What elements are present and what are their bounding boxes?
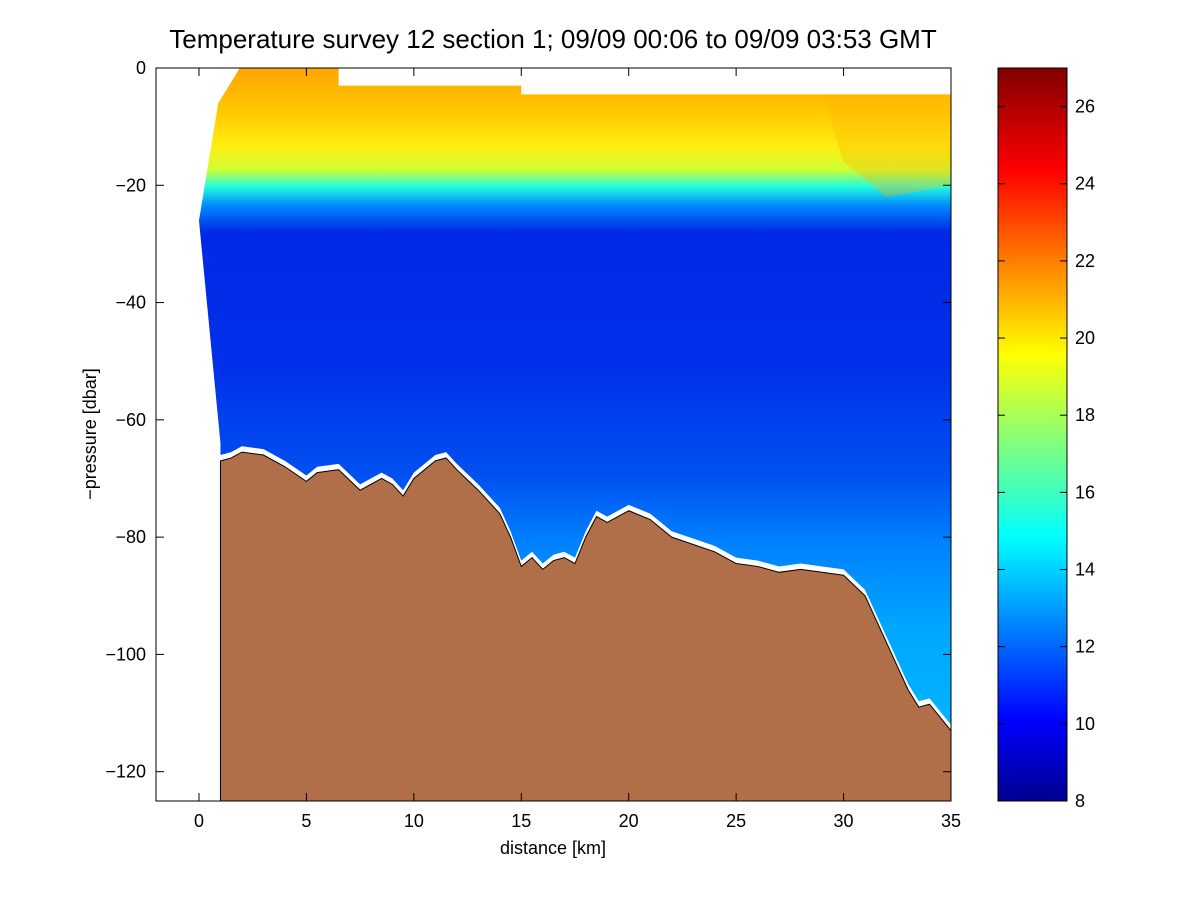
warm-surface-layer: [822, 94, 951, 198]
x-axis: 0 5 10 15 20 25 30 35: [194, 68, 961, 831]
seabed-fill: [219, 451, 951, 801]
colorbar-tick-label: 8: [1075, 791, 1085, 811]
plot-frame: [155, 67, 952, 802]
x-tick-label: 10: [404, 811, 424, 831]
colorbar-tick-label: 26: [1075, 97, 1095, 117]
y-tick-label: −100: [105, 644, 146, 664]
colorbar-tick-label: 24: [1075, 174, 1095, 194]
y-tick-label: −20: [115, 175, 146, 195]
y-tick-label: −40: [115, 293, 146, 313]
colorbar-tick-label: 14: [1075, 560, 1095, 580]
y-axis: 0 −20 −40 −60 −80 −100 −120: [105, 58, 951, 782]
x-axis-label: distance [km]: [500, 838, 606, 858]
plot-area: [198, 68, 951, 801]
y-tick-label: 0: [136, 58, 146, 78]
temperature-field: [198, 68, 951, 725]
x-tick-label: 25: [726, 811, 746, 831]
y-axis-label: −pressure [dbar]: [80, 368, 100, 500]
colorbar-tick-label: 22: [1075, 251, 1095, 271]
x-tick-label: 30: [834, 811, 854, 831]
colorbar-axis: 8 10 12 14 16 18 20 22 24 26: [998, 97, 1095, 811]
colorbar-tick-label: 20: [1075, 328, 1095, 348]
chart-title: Temperature survey 12 section 1; 09/09 0…: [169, 24, 937, 54]
x-tick-label: 5: [301, 811, 311, 831]
y-tick-label: −60: [115, 410, 146, 430]
colorbar-tick-label: 16: [1075, 482, 1095, 502]
colorbar: [997, 67, 1068, 802]
y-tick-label: −120: [105, 762, 146, 782]
colorbar-tick-label: 10: [1075, 714, 1095, 734]
colorbar-tick-label: 18: [1075, 405, 1095, 425]
x-tick-label: 15: [511, 811, 531, 831]
x-tick-label: 20: [619, 811, 639, 831]
x-tick-label: 0: [194, 811, 204, 831]
colorbar-tick-label: 12: [1075, 637, 1095, 657]
x-tick-label: 35: [941, 811, 961, 831]
y-tick-label: −80: [115, 527, 146, 547]
